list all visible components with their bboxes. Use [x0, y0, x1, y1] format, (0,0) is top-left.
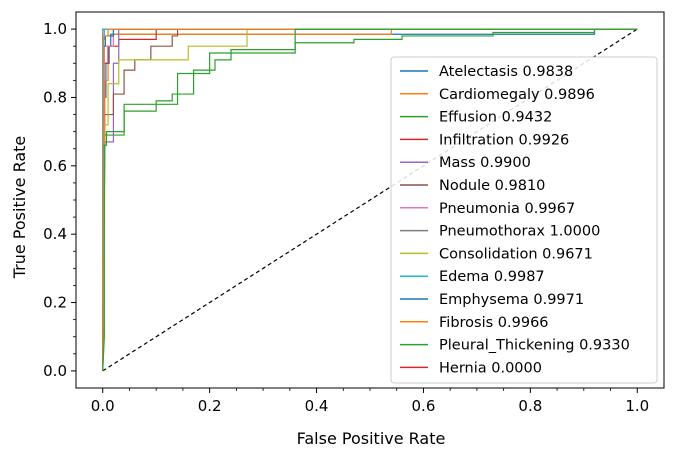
legend-entry-label: Emphysema 0.9971	[439, 292, 584, 308]
y-tick-label: 1.0	[43, 20, 67, 38]
y-tick-label: 0.0	[43, 362, 67, 380]
legend-entry-label: Effusion 0.9432	[439, 110, 552, 126]
legend-entry-label: Atelectasis 0.9838	[439, 64, 573, 80]
legend-entry-label: Hernia 0.0000	[439, 360, 542, 376]
legend: Atelectasis 0.9838 Cardiomegaly 0.9896 Eff…	[390, 56, 658, 384]
y-axis-label: True Positive Rate	[10, 136, 29, 280]
legend-entry-label: Fibrosis 0.9966	[439, 315, 549, 331]
legend-entry-label: Infiltration 0.9926	[439, 132, 569, 148]
legend-entry-label: Cardiomegaly 0.9896	[439, 87, 595, 103]
legend-entry-label: Nodule 0.9810	[439, 178, 545, 194]
x-tick-label: 0.4	[305, 397, 329, 415]
x-tick-label: 0.2	[198, 397, 222, 415]
series-line-5	[102, 28, 638, 371]
series-line-2	[102, 28, 638, 371]
y-tick-label: 0.2	[43, 294, 67, 312]
series-line-8	[102, 28, 638, 371]
legend-entry-label: Pleural_Thickening 0.9330	[439, 338, 630, 354]
y-tick-label: 0.4	[43, 225, 67, 243]
legend-entry-label: Pneumothorax 1.0000	[439, 224, 600, 240]
y-tick-label: 0.6	[43, 157, 67, 175]
legend-entry-label: Consolidation 0.9671	[439, 246, 593, 262]
x-tick-label: 0.0	[91, 397, 115, 415]
y-tick-label: 0.8	[43, 88, 67, 106]
legend-entry-label: Edema 0.9987	[439, 269, 545, 285]
axes-layer: 0.0 0.2 0.4 0.6 0.8 1.0 0.0 0.2 0.4 0.6 0.8 1.0	[43, 11, 665, 415]
legend-box	[390, 56, 658, 384]
series-lines-layer	[102, 28, 638, 372]
x-axis-label: False Positive Rate	[297, 429, 446, 448]
series-line-11	[102, 28, 638, 371]
x-tick-label: 0.8	[518, 397, 542, 415]
legend-entry-label: Pneumonia 0.9967	[439, 201, 575, 217]
x-tick-label: 1.0	[625, 397, 649, 415]
legend-entry-label: Mass 0.9900	[439, 155, 531, 171]
series-line-12	[102, 28, 638, 371]
x-tick-label: 0.6	[412, 397, 436, 415]
